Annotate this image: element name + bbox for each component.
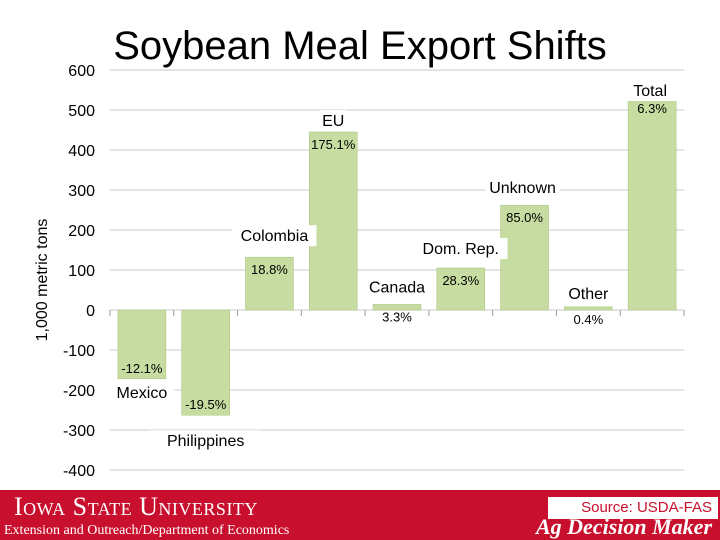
category-label: EU — [322, 113, 344, 130]
y-tick-label: 400 — [68, 143, 95, 160]
category-label-bg — [364, 276, 430, 298]
bar-chart: 600 500 400 300 200 100 0 -100 -200 -300 -400 -12.1… — [34, 63, 685, 480]
y-tick-label: 600 — [68, 63, 95, 80]
y-tick-label: 500 — [68, 103, 95, 120]
data-label: 0.4% — [574, 312, 604, 327]
y-tick-label: -200 — [63, 383, 95, 400]
y-tick-label: -300 — [63, 423, 95, 440]
category-label-bg — [319, 110, 347, 131]
bar — [500, 204, 549, 311]
y-tick-label: -400 — [63, 463, 95, 480]
category-label-bg — [622, 80, 678, 101]
y-tick-label: -100 — [63, 343, 95, 360]
category-label-bg — [149, 430, 262, 452]
source-box: Source: USDA-FAS — [548, 497, 718, 519]
bars — [117, 95, 677, 416]
bar — [245, 256, 294, 311]
y-tick-label: 100 — [68, 263, 95, 280]
labels: 600 500 400 300 200 100 0 -100 -200 -300 -400 -12.1… — [63, 63, 678, 480]
data-label: -12.1% — [121, 361, 163, 376]
data-label: 175.1% — [311, 137, 356, 152]
category-label-bg — [414, 238, 508, 259]
category-label-bg — [109, 381, 175, 403]
category-label: Mexico — [117, 385, 168, 402]
category-label-bg — [232, 225, 317, 247]
y-tick-label: 0 — [86, 303, 95, 320]
bar — [308, 131, 358, 311]
y-axis-label: 1,000 metric tons — [34, 219, 51, 342]
data-label: 85.0% — [506, 210, 543, 225]
bar — [627, 95, 677, 311]
bar — [117, 309, 167, 380]
y-tick-label: 200 — [68, 223, 95, 240]
category-label: Other — [568, 286, 609, 303]
department-text: Extension and Outreach/Department of Eco… — [4, 523, 290, 538]
category-label: Unknown — [489, 180, 556, 197]
category-label: Total — [633, 83, 667, 100]
data-label: 3.3% — [382, 309, 412, 324]
bar — [564, 306, 613, 311]
category-label-bg — [485, 177, 560, 199]
bar — [436, 267, 486, 311]
university-logo-text: Iowa State University — [14, 492, 258, 521]
category-label-bg — [560, 282, 617, 304]
data-label: 6.3% — [637, 101, 667, 116]
source-text: Source: USDA-FAS — [581, 499, 712, 516]
category-label: Colombia — [241, 228, 309, 245]
category-label: Philippines — [167, 433, 244, 450]
y-tick-label: 300 — [68, 183, 95, 200]
slide-title: Soybean Meal Export Shifts — [113, 24, 607, 68]
data-label: -19.5% — [185, 397, 227, 412]
category-label: Canada — [369, 279, 425, 296]
category-label: Dom. Rep. — [423, 241, 499, 258]
data-label: 18.8% — [251, 262, 288, 277]
bar — [181, 309, 230, 416]
bar — [372, 304, 422, 311]
data-label: 28.3% — [442, 273, 479, 288]
